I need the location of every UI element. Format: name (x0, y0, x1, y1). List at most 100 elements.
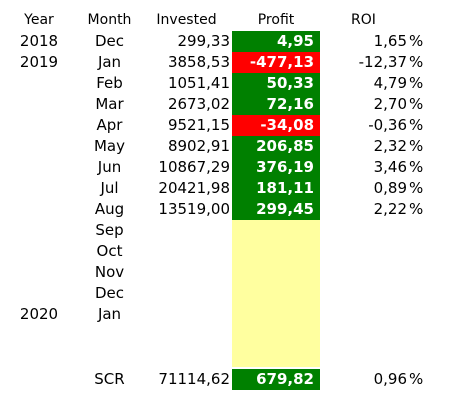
roi-cell[interactable]: 3,46 (373, 158, 407, 176)
year-cell[interactable]: 2019 (19, 53, 59, 71)
profit-cell[interactable]: 679,82 (232, 369, 320, 390)
month-cell[interactable]: Mar (95, 95, 124, 113)
profit-cell[interactable] (232, 304, 320, 325)
invested-cell[interactable] (141, 262, 232, 283)
roi-cell[interactable]: 2,22 (373, 200, 407, 218)
header-month[interactable]: Month (87, 12, 132, 28)
month-cell[interactable]: Aug (94, 200, 125, 218)
profit-cell[interactable] (232, 241, 320, 262)
profit-cell[interactable]: -34,08 (232, 115, 320, 136)
month-cell[interactable]: Nov (94, 263, 125, 281)
profit-cell[interactable]: -477,13 (232, 52, 320, 73)
percent-sign-cell[interactable]: % (409, 74, 424, 92)
invested-cell[interactable]: 13519,00 (158, 200, 230, 218)
percent-sign-cell[interactable] (409, 325, 439, 346)
roi-cell[interactable] (320, 346, 407, 367)
invested-cell[interactable] (141, 325, 232, 346)
month-cell[interactable]: Apr (96, 116, 123, 134)
year-cell[interactable] (0, 325, 78, 346)
invested-cell[interactable]: 10867,29 (158, 158, 230, 176)
roi-cell[interactable] (320, 304, 407, 325)
percent-sign-cell[interactable]: % (409, 158, 424, 176)
percent-sign-cell[interactable]: % (409, 179, 424, 197)
year-cell[interactable] (0, 94, 78, 115)
percent-sign-cell[interactable]: % (409, 95, 424, 113)
invested-cell[interactable]: 71114,62 (158, 370, 230, 388)
invested-cell[interactable]: 20421,98 (158, 179, 230, 197)
percent-sign-cell[interactable] (409, 346, 439, 367)
year-cell[interactable] (0, 157, 78, 178)
invested-cell[interactable] (141, 283, 232, 304)
year-cell[interactable] (0, 136, 78, 157)
roi-cell[interactable]: 2,32 (373, 137, 407, 155)
roi-cell[interactable] (320, 283, 407, 304)
roi-cell[interactable]: -0,36 (368, 116, 407, 134)
month-cell[interactable]: Sep (95, 221, 124, 239)
year-cell[interactable] (0, 283, 78, 304)
year-cell[interactable] (0, 220, 78, 241)
invested-cell[interactable] (141, 304, 232, 325)
month-cell[interactable]: Jul (100, 179, 119, 197)
month-cell[interactable]: Dec (94, 284, 125, 302)
header-roi[interactable]: ROI (351, 12, 376, 28)
profit-cell[interactable] (232, 283, 320, 304)
roi-cell[interactable]: 4,79 (373, 74, 407, 92)
profit-cell[interactable] (232, 325, 320, 346)
profit-cell[interactable]: 206,85 (232, 136, 320, 157)
profit-cell[interactable] (232, 262, 320, 283)
invested-cell[interactable] (141, 241, 232, 262)
percent-sign-cell[interactable]: % (409, 370, 424, 388)
percent-sign-cell[interactable] (409, 241, 439, 262)
invested-cell[interactable]: 8902,91 (167, 137, 230, 155)
header-invested[interactable]: Invested (156, 12, 217, 28)
year-cell[interactable] (0, 346, 78, 367)
profit-cell[interactable] (232, 220, 320, 241)
percent-sign-cell[interactable] (409, 283, 439, 304)
year-cell[interactable] (0, 73, 78, 94)
roi-cell[interactable] (320, 262, 407, 283)
month-cell[interactable]: SCR (94, 370, 125, 388)
month-cell[interactable]: Oct (96, 242, 123, 260)
percent-sign-cell[interactable]: % (409, 116, 424, 134)
year-cell[interactable]: 2020 (19, 305, 59, 323)
profit-cell[interactable]: 50,33 (232, 73, 320, 94)
month-cell[interactable]: May (93, 137, 125, 155)
year-cell[interactable] (0, 241, 78, 262)
profit-cell[interactable]: 299,45 (232, 199, 320, 220)
roi-cell[interactable]: 0,96 (373, 370, 407, 388)
profit-cell[interactable] (232, 346, 320, 367)
month-cell[interactable] (78, 325, 141, 346)
percent-sign-cell[interactable] (409, 304, 439, 325)
roi-cell[interactable]: 1,65 (373, 32, 407, 50)
header-year[interactable]: Year (24, 12, 54, 28)
roi-cell[interactable]: 2,70 (373, 95, 407, 113)
header-profit[interactable]: Profit (257, 12, 295, 28)
percent-sign-cell[interactable] (409, 262, 439, 283)
month-cell[interactable]: Dec (94, 32, 125, 50)
roi-cell[interactable]: 0,89 (373, 179, 407, 197)
invested-cell[interactable]: 3858,53 (167, 53, 230, 71)
month-cell[interactable]: Jun (97, 158, 122, 176)
profit-cell[interactable]: 181,11 (232, 178, 320, 199)
percent-sign-cell[interactable]: % (409, 32, 424, 50)
invested-cell[interactable]: 1051,41 (167, 74, 230, 92)
month-cell[interactable]: Jan (97, 53, 122, 71)
invested-cell[interactable]: 9521,15 (167, 116, 230, 134)
year-cell[interactable] (0, 178, 78, 199)
year-cell[interactable] (0, 199, 78, 220)
month-cell[interactable]: Jan (97, 305, 122, 323)
year-cell[interactable] (0, 369, 78, 390)
profit-cell[interactable]: 4,95 (232, 31, 320, 52)
roi-cell[interactable] (320, 220, 407, 241)
month-cell[interactable] (78, 346, 141, 367)
percent-sign-cell[interactable]: % (409, 137, 424, 155)
roi-cell[interactable] (320, 325, 407, 346)
roi-cell[interactable]: -12,37 (358, 53, 407, 71)
invested-cell[interactable]: 299,33 (177, 32, 231, 50)
month-cell[interactable]: Feb (96, 74, 123, 92)
roi-cell[interactable] (320, 241, 407, 262)
invested-cell[interactable] (141, 346, 232, 367)
profit-cell[interactable]: 376,19 (232, 157, 320, 178)
year-cell[interactable] (0, 115, 78, 136)
invested-cell[interactable] (141, 220, 232, 241)
